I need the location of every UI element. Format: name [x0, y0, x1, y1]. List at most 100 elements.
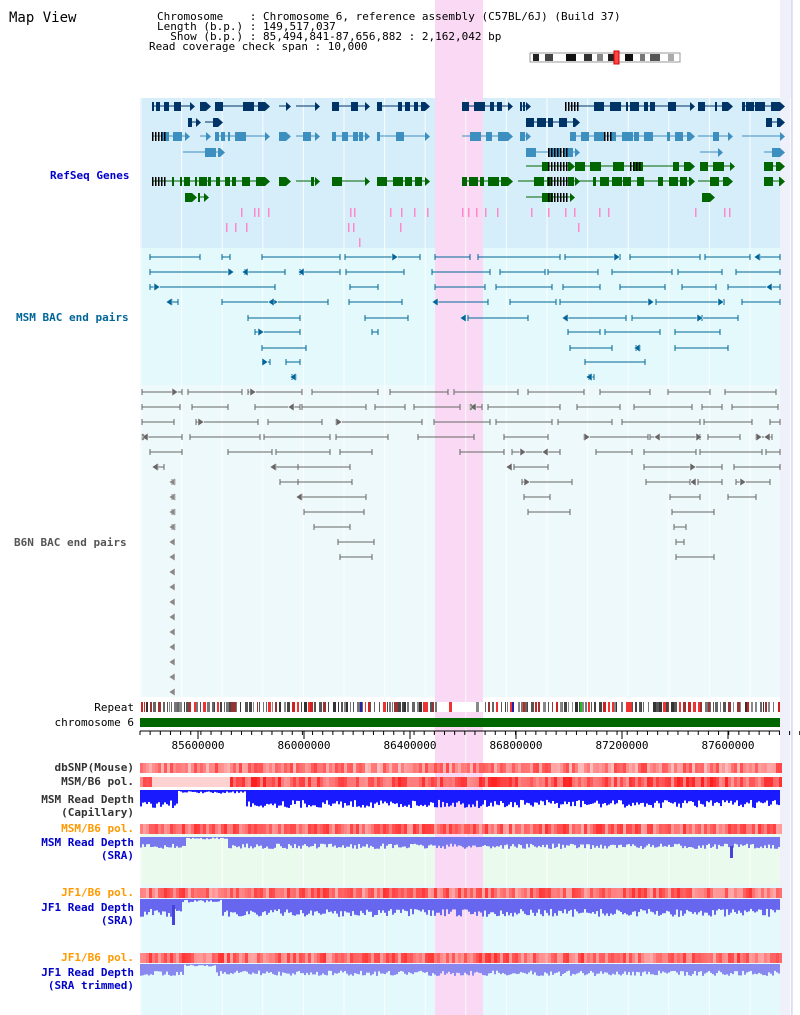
depth-bar — [606, 964, 608, 973]
pair-arrow — [763, 432, 771, 442]
polymorphism-cell — [773, 777, 776, 787]
jf1-read-depth-trimmed-label[interactable]: JF1 Read Depth — [41, 966, 134, 979]
depth-bar — [464, 964, 466, 973]
depth-bar — [270, 790, 272, 804]
gene-exon-dense — [566, 177, 568, 186]
polymorphism-cell — [386, 777, 389, 787]
depth-bar — [300, 964, 302, 974]
depth-bar — [204, 964, 206, 967]
polymorphism-cell — [638, 953, 641, 963]
polymorphism-cell — [656, 824, 659, 834]
depth-bar — [660, 964, 662, 974]
polymorphism-cell — [572, 777, 575, 787]
msm-bac-end-pairs-label[interactable]: MSM BAC end pairs — [16, 311, 129, 324]
jf1-b6-pol-trimmed-label[interactable]: JF1/B6 pol. — [61, 951, 134, 964]
depth-bar — [298, 964, 300, 972]
polymorphism-cell — [503, 777, 506, 787]
polymorphism-cell — [500, 777, 503, 787]
polymorphism-cell — [728, 763, 731, 773]
depth-bar — [280, 899, 282, 914]
polymorphism-cell — [425, 777, 428, 787]
polymorphism-cell — [653, 824, 656, 834]
depth-bar — [516, 964, 518, 975]
depth-bar — [480, 837, 482, 847]
depth-bar — [262, 899, 264, 913]
depth-bar — [634, 837, 636, 846]
repeat-element — [362, 702, 363, 712]
gene-exon — [198, 193, 200, 202]
depth-bar — [766, 899, 768, 909]
repeat-element — [635, 702, 637, 712]
refseq-genes-label[interactable]: RefSeq Genes — [50, 169, 130, 182]
polymorphism-cell — [725, 953, 728, 963]
repeat-element — [419, 702, 422, 712]
depth-bar — [672, 837, 674, 847]
gene-exon — [573, 118, 575, 127]
depth-bar — [228, 790, 230, 793]
depth-bar — [702, 790, 704, 805]
polymorphism-cell — [563, 777, 566, 787]
depth-bar — [680, 899, 682, 911]
depth-bar — [220, 899, 222, 900]
depth-bar — [572, 790, 574, 802]
depth-bar — [340, 899, 342, 912]
msm-read-depth-capillary-label[interactable]: MSM Read Depth — [41, 793, 134, 806]
polymorphism-cell — [431, 763, 434, 773]
depth-bar — [460, 964, 462, 976]
depth-bar — [364, 964, 366, 976]
repeat-track — [140, 702, 780, 712]
polymorphism-cell — [719, 888, 722, 898]
depth-bar — [366, 790, 368, 806]
depth-bar — [734, 899, 736, 913]
polymorphism-cell — [302, 953, 305, 963]
polymorphism-cell — [527, 953, 530, 963]
depth-bar — [546, 790, 548, 800]
ideogram-band — [640, 54, 645, 61]
depth-bar — [186, 964, 188, 966]
depth-bar — [454, 899, 456, 910]
gene-exon — [634, 132, 639, 141]
polymorphism-cell — [689, 888, 692, 898]
polymorphism-cell — [737, 888, 740, 898]
polymorphism-cell — [614, 777, 617, 787]
polymorphism-cell — [752, 824, 755, 834]
depth-bar — [226, 964, 228, 975]
ideogram-band — [597, 54, 603, 61]
polymorphism-cell — [722, 888, 725, 898]
repeat-element — [387, 702, 388, 712]
depth-bar — [668, 899, 670, 912]
repeat-element — [314, 702, 316, 712]
depth-bar — [592, 964, 594, 973]
polymorphism-cell — [230, 888, 233, 898]
polymorphism-cell — [665, 763, 668, 773]
dbsnp-label[interactable]: dbSNP(Mouse) — [54, 761, 134, 774]
polymorphism-cell — [512, 763, 515, 773]
jf1-read-depth-sra-label[interactable]: JF1 Read Depth — [41, 901, 134, 914]
b6n-bac-end-pairs-label[interactable]: B6N BAC end pairs — [14, 536, 127, 549]
depth-bar — [258, 964, 260, 971]
depth-bar — [386, 899, 388, 917]
polymorphism-cell — [320, 824, 323, 834]
msm-b6-pol-sra-label[interactable]: MSM/B6 pol. — [61, 822, 134, 835]
depth-bar — [194, 964, 196, 967]
pair-arrow — [168, 627, 176, 637]
pair-arrow — [168, 567, 176, 577]
depth-bar — [540, 964, 542, 976]
msm-b6-pol-label[interactable]: MSM/B6 pol. — [61, 775, 134, 788]
depth-bar — [676, 964, 678, 973]
depth-bar — [414, 899, 416, 910]
depth-bar — [526, 790, 528, 803]
depth-bar — [748, 899, 750, 912]
jf1-b6-pol-label[interactable]: JF1/B6 pol. — [61, 886, 134, 899]
msm-read-depth-sra-label[interactable]: MSM Read Depth — [41, 836, 134, 849]
depth-bar — [604, 837, 606, 846]
polymorphism-cell — [143, 888, 146, 898]
depth-bar — [456, 964, 458, 973]
polymorphism-cell — [275, 888, 278, 898]
depth-bar — [466, 964, 468, 975]
depth-bar — [308, 964, 310, 975]
depth-bar — [252, 837, 254, 849]
polymorphism-cell — [626, 777, 629, 787]
polymorphism-cell — [476, 953, 479, 963]
